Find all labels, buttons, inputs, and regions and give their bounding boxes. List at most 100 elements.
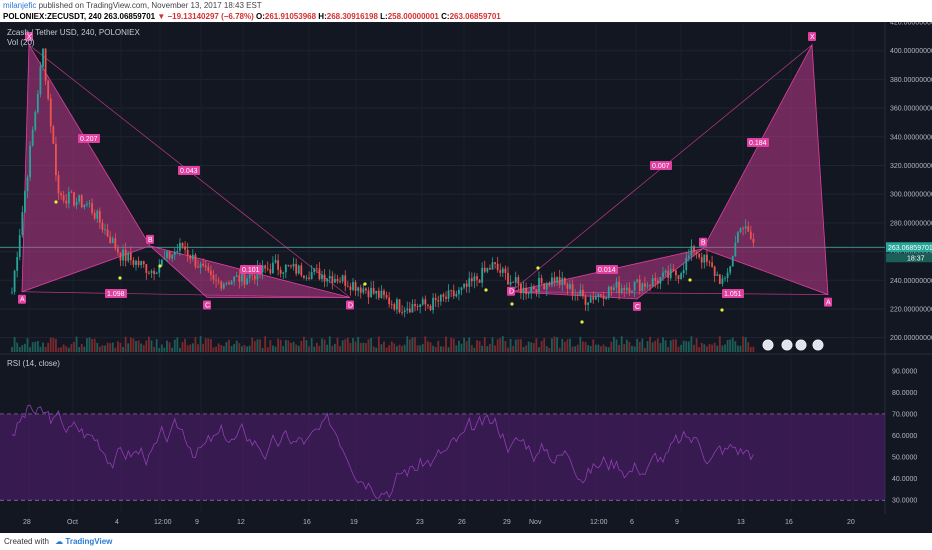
candle-body — [129, 252, 132, 261]
volume-bar — [491, 337, 494, 352]
candle-body — [563, 277, 566, 285]
candle-body — [749, 231, 752, 239]
volume-bar — [628, 341, 631, 352]
rsi-tick-label: 80.0000 — [892, 390, 917, 397]
candle-body — [96, 210, 99, 219]
volume-bar — [52, 337, 55, 352]
candle-body — [724, 277, 726, 279]
volume-bar — [160, 344, 163, 352]
candle-body — [269, 269, 272, 274]
volume-bar — [698, 347, 701, 352]
pattern-point-tag — [203, 300, 211, 310]
volume-bar — [470, 345, 473, 352]
candle-body — [57, 175, 60, 194]
volume-bar — [359, 342, 362, 352]
candle-body — [331, 276, 334, 283]
candle-body — [610, 286, 613, 290]
rsi-tick-label: 40.0000 — [892, 476, 917, 483]
ratio-label: 0.007 — [652, 163, 670, 170]
volume-bar — [476, 340, 478, 352]
volume-bar — [88, 337, 91, 352]
event-icon — [781, 339, 793, 351]
event-icon — [795, 339, 807, 351]
volume-bar — [124, 336, 127, 352]
volume-bar — [442, 346, 445, 352]
volume-bar — [724, 344, 726, 352]
candle-body — [545, 283, 548, 290]
volume-bar — [602, 344, 605, 352]
volume-bar — [390, 341, 393, 352]
candle-body — [602, 295, 605, 299]
candle-body — [468, 278, 471, 287]
ratio-tag — [650, 161, 672, 170]
candle-body — [253, 275, 256, 280]
volume-bar — [636, 338, 639, 352]
candle-body — [742, 228, 744, 230]
candle-body — [486, 268, 489, 272]
volume-bar — [703, 344, 706, 352]
candle-body — [744, 226, 747, 229]
volume-bar — [625, 339, 628, 352]
signal-dot — [118, 276, 122, 280]
candle-body — [594, 296, 597, 300]
volume-bar — [222, 346, 225, 352]
volume-bar — [669, 340, 672, 352]
volume-bar — [93, 338, 96, 352]
low-value: 258.00000001 — [387, 12, 439, 21]
x-tick-label: 16 — [303, 519, 311, 526]
tradingview-brand[interactable]: TradingView — [65, 537, 113, 546]
volume-bar — [86, 338, 88, 352]
chart-canvas[interactable]: 420.00000000 400.00000000 380.00000000 360.… — [0, 22, 932, 533]
volume-bar — [313, 346, 316, 352]
volume-bar — [251, 337, 254, 352]
candle-body — [215, 279, 217, 281]
volume-bar — [297, 345, 300, 352]
candle-body — [21, 212, 24, 236]
volume-bar — [478, 341, 481, 352]
candle-body — [535, 289, 538, 293]
volume-bar — [406, 336, 409, 352]
volume-bar — [693, 344, 695, 352]
volume-bar — [680, 344, 682, 352]
symbol-bar: POLONIEX:ZECUSDT, 240 263.06859701 ▼ −19… — [0, 11, 932, 22]
volume-bar — [401, 345, 403, 352]
candle-body — [287, 264, 290, 266]
pattern-point-label: A — [20, 297, 25, 304]
author-link[interactable]: milanjefic — [3, 1, 37, 10]
volume-bar — [582, 341, 584, 352]
volume-bar — [225, 342, 228, 352]
signal-dot — [536, 266, 540, 270]
pattern1-xab — [21, 43, 151, 293]
volume-bar — [465, 341, 468, 352]
candle-body — [512, 282, 515, 283]
volume-bar — [266, 347, 269, 352]
volume-bar — [432, 345, 434, 352]
volume-bar — [114, 347, 117, 352]
ratio-tag — [722, 289, 744, 298]
candle-body — [638, 279, 641, 291]
candle-body — [119, 252, 122, 261]
high-label: H: — [318, 12, 327, 21]
candle-body — [473, 276, 476, 282]
volume-bar — [607, 347, 610, 352]
event-icon — [762, 339, 774, 351]
volume-legend: Vol (20) — [7, 38, 35, 47]
volume-bar — [199, 336, 202, 352]
volume-bar — [452, 338, 455, 352]
candle-body — [176, 250, 179, 252]
volume-bar — [173, 339, 176, 352]
open-value: 261.91053968 — [264, 12, 317, 21]
candle-body — [251, 274, 254, 276]
x-tick-label: 28 — [23, 519, 31, 526]
volume-bar — [323, 339, 326, 352]
candle-body — [592, 297, 595, 300]
volume-bar — [55, 338, 57, 352]
signal-dot — [510, 302, 514, 306]
candle-body — [669, 269, 672, 279]
y-tick-label: 420.00000000 — [890, 22, 932, 27]
candle-body — [383, 290, 385, 296]
candle-body — [372, 287, 375, 294]
x-tick-label: 19 — [350, 519, 358, 526]
volume-bar — [238, 343, 241, 352]
candle-body — [104, 229, 106, 231]
